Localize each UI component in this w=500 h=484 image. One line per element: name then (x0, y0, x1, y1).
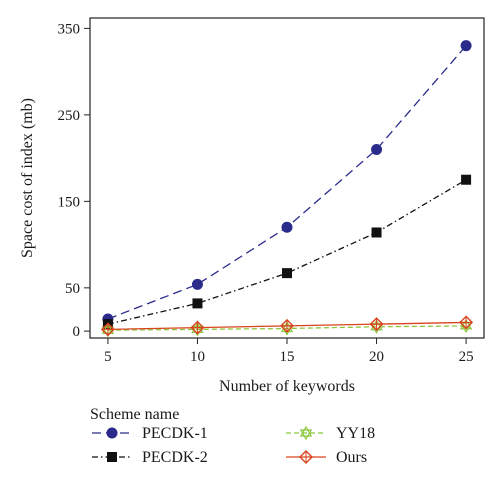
series-ours (100, 315, 474, 337)
legend-item-yy18: YY18 (286, 425, 375, 442)
data-point-pecdk-1-3 (371, 143, 383, 155)
data-point-pecdk-1-1 (191, 278, 203, 290)
legend-label: Ours (336, 449, 367, 466)
data-point-ours-2 (280, 318, 294, 333)
data-point-ours-4 (459, 315, 474, 330)
series-pecdk-1 (102, 40, 472, 325)
series-line-pecdk-2 (107, 179, 467, 325)
x-tick-label-0: 5 (104, 349, 112, 365)
y-tick-label-2: 150 (58, 194, 81, 210)
x-tick-label-3: 20 (369, 349, 384, 365)
x-axis: 5 10 15 20 25 (104, 338, 474, 365)
legend-label: PECDK-1 (142, 425, 208, 442)
data-point-pecdk-2-2 (282, 268, 292, 279)
data-point-pecdk-1-2 (281, 221, 293, 233)
data-point-ours-3 (369, 317, 384, 332)
legend-item-ours: Ours (286, 449, 367, 466)
x-tick-label-1: 10 (190, 349, 205, 365)
legend-item-pecdk-1: PECDK-1 (92, 425, 208, 442)
legend-title: Scheme name (90, 406, 179, 423)
y-tick-label-1: 50 (65, 281, 80, 297)
x-axis-label: Number of keywords (219, 378, 355, 395)
legend-swatch-marker (107, 452, 117, 462)
legend-swatch-marker (299, 450, 313, 464)
legend-item-pecdk-2: PECDK-2 (92, 449, 208, 466)
series-layer (100, 40, 474, 338)
y-tick-label-0: 0 (73, 324, 81, 340)
data-point-pecdk-2-3 (371, 227, 382, 238)
y-axis-label: Space cost of index (mb) (19, 98, 36, 258)
legend-label: YY18 (336, 425, 375, 442)
x-tick-label-2: 15 (280, 349, 295, 365)
y-tick-label-3: 250 (58, 108, 81, 124)
plot-frame (89, 17, 485, 339)
data-point-pecdk-2-1 (192, 298, 203, 309)
data-point-pecdk-1-4 (460, 40, 472, 52)
data-point-pecdk-2-4 (461, 174, 472, 185)
series-pecdk-2 (102, 174, 472, 330)
y-axis: 0 50 150 250 350 (58, 21, 90, 340)
legend-label: PECDK-2 (142, 449, 208, 466)
legend-swatch-marker (106, 427, 118, 439)
data-point-ours-1 (190, 320, 205, 335)
legend-swatch-marker (299, 425, 313, 441)
data-point-ours-0 (100, 322, 115, 337)
x-tick-label-4: 25 (459, 349, 474, 365)
legend: Scheme name PECDK-1 PECDK-2 YY18 Ours (90, 406, 375, 466)
y-tick-label-4: 350 (58, 21, 81, 37)
